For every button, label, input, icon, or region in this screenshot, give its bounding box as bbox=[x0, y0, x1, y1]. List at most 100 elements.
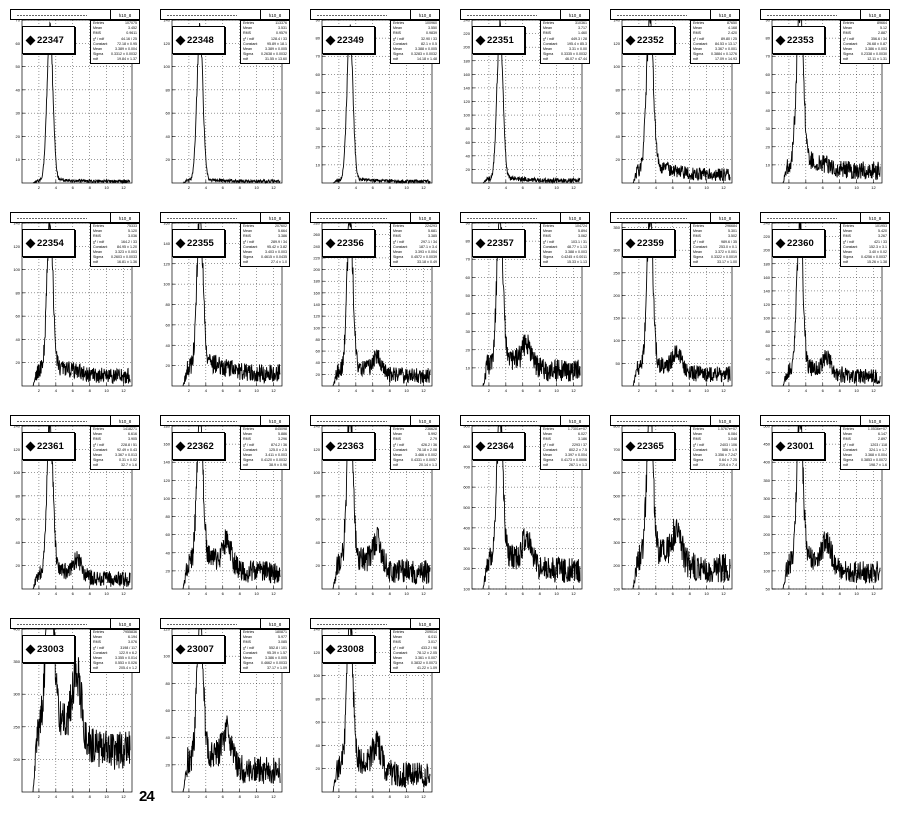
stats-row: RMS 2.887 bbox=[843, 31, 887, 36]
x-tick-label: 4 bbox=[655, 388, 658, 393]
stats-value: 37.17 ± 1.09 bbox=[267, 666, 287, 671]
y-tick-label: 90 bbox=[766, 18, 771, 23]
x-tick-label: 12 bbox=[571, 388, 576, 393]
stats-row: Constant 48.77 ± 1.13 bbox=[543, 245, 587, 250]
stats-row: RMS 3.385 bbox=[393, 234, 437, 239]
stats-key: χ² / ndf bbox=[843, 239, 855, 244]
x-tick-label: 12 bbox=[721, 591, 726, 596]
stats-key: Mean bbox=[93, 432, 102, 437]
run-number: 22363 bbox=[337, 440, 364, 452]
plot-frame bbox=[21, 628, 133, 793]
y-tick-label: 70 bbox=[16, 18, 21, 23]
stats-key: Constant bbox=[393, 41, 408, 46]
histogram-name: h10_8 bbox=[110, 415, 140, 426]
stats-value: 356.6 / 34 bbox=[871, 36, 887, 41]
y-tick-label: 200 bbox=[763, 248, 770, 253]
stats-value: 0.9579 bbox=[276, 31, 287, 36]
x-tick-label: 10 bbox=[254, 185, 259, 190]
y-tick-label: 100 bbox=[613, 64, 620, 69]
stats-key: Constant bbox=[243, 650, 258, 655]
stats-row: Mean 3.397 ± 0.004 bbox=[543, 453, 587, 458]
stats-key: Mean bbox=[693, 250, 702, 255]
stats-row: Entries 236628 bbox=[393, 427, 437, 432]
stats-row: Constant 78.18 ± 2.08 bbox=[393, 448, 437, 453]
run-label-box: 22353 bbox=[772, 26, 825, 54]
stats-value: 845098 bbox=[275, 427, 287, 431]
histogram-title-strip bbox=[10, 212, 110, 223]
stats-value: 449.3 / 28 bbox=[571, 36, 587, 41]
plot-frame bbox=[321, 19, 433, 184]
run-label-box: 22356 bbox=[322, 229, 375, 257]
y-tick-label: 70 bbox=[316, 54, 321, 59]
stats-row: Sigma 0.4572 ± 0.0039 bbox=[393, 255, 437, 260]
x-tick-label: 2 bbox=[38, 591, 41, 596]
diamond-marker-icon bbox=[775, 35, 786, 45]
x-tick-label: 12 bbox=[121, 794, 126, 799]
x-tick-label: 6 bbox=[72, 185, 75, 190]
stats-value: 15.33 ± 1.13 bbox=[567, 260, 587, 265]
stats-row: Mean 3.372 ± 0.001 bbox=[693, 250, 737, 255]
y-tick-label: 180 bbox=[763, 261, 770, 266]
stats-value: 5.992 bbox=[428, 432, 437, 437]
y-tick-label: 100 bbox=[313, 673, 320, 678]
run-label-box: 22361 bbox=[22, 432, 75, 460]
stats-key: ndf bbox=[843, 463, 848, 468]
stats-row: Mean 5.420 bbox=[843, 229, 887, 234]
y-tick-label: 80 bbox=[166, 514, 171, 519]
stats-key: Entries bbox=[543, 427, 555, 431]
stats-key: Mean bbox=[843, 229, 852, 234]
stats-value: 26.68 ± 0.87 bbox=[867, 41, 887, 46]
stats-key: Mean bbox=[393, 47, 402, 52]
stats-value: 14.18 ± 1.48 bbox=[417, 57, 437, 62]
stats-value: 17.09 ± 14.93 bbox=[715, 57, 737, 62]
x-tick-label: 10 bbox=[104, 591, 109, 596]
stats-row: ndf 33.18 ± 0.49 bbox=[393, 260, 437, 265]
stats-value: 3.085 bbox=[278, 640, 287, 645]
stats-key: Mean bbox=[543, 229, 552, 234]
histogram-name: h10_8 bbox=[860, 212, 890, 223]
stats-value: 0.4572 ± 0.0039 bbox=[411, 255, 437, 260]
histogram-plot: 2 4 6 8 10 12 200 250 300 350 400 bbox=[13, 627, 133, 799]
run-label-box: 22364 bbox=[472, 432, 525, 460]
plot-frame bbox=[321, 425, 433, 590]
stats-row: Entries 101953 bbox=[843, 224, 887, 229]
stats-row: Mean 4.168 bbox=[693, 26, 737, 31]
stats-key: Mean bbox=[93, 250, 102, 255]
stats-value: 15.26 ± 1.38 bbox=[867, 260, 887, 265]
y-tick-label: 700 bbox=[613, 447, 620, 452]
diamond-marker-icon bbox=[475, 441, 486, 451]
x-tick-label: 10 bbox=[404, 388, 409, 393]
stats-value: 0.4256 ± 0.0037 bbox=[861, 255, 887, 260]
title-scribble bbox=[317, 15, 387, 16]
histogram-series bbox=[632, 222, 731, 387]
histogram-name: h10_8 bbox=[410, 415, 440, 426]
stats-value: 92.49 ± 0.43 bbox=[117, 447, 137, 452]
stats-key: Mean bbox=[843, 47, 852, 52]
stats-key: Constant bbox=[93, 650, 108, 655]
stats-value: 195.4 ± 85.3 bbox=[567, 41, 587, 46]
x-tick-label: 8 bbox=[389, 185, 392, 190]
y-tick-label: 80 bbox=[616, 87, 621, 92]
stats-row: Mean 3.393 ± 0.004 bbox=[393, 250, 437, 255]
x-tick-label: 12 bbox=[721, 185, 726, 190]
stats-value: 3.502 bbox=[728, 234, 737, 239]
stats-key: RMS bbox=[693, 234, 701, 239]
stats-row: RMS 2.897 bbox=[843, 437, 887, 442]
y-tick-label: 40 bbox=[166, 550, 171, 555]
y-tick-label: 40 bbox=[166, 134, 171, 139]
stats-row: χ² / ndf 89.80 / 25 bbox=[693, 37, 737, 42]
stats-row: Entries 1418271 bbox=[93, 427, 137, 432]
y-tick-label: 200 bbox=[313, 267, 320, 272]
stats-value: 0.9611 bbox=[126, 31, 137, 36]
stats-value: 0.4120 ± 0.0032 bbox=[261, 458, 287, 463]
y-tick-label: 120 bbox=[163, 41, 170, 46]
plot-frame bbox=[171, 19, 283, 184]
stats-value: 2.79 bbox=[430, 437, 437, 442]
stats-value: 324.1 ± 1.7 bbox=[869, 447, 887, 452]
stats-key: Mean bbox=[93, 656, 102, 661]
stats-key: RMS bbox=[843, 437, 851, 442]
stats-box: Entries 100960 Mean 3.550 RMS 0.9839 χ² / ndf 3… bbox=[390, 20, 440, 64]
stats-row: ndf 15.33 ± 1.13 bbox=[543, 260, 587, 265]
stats-row: Mean 6.194 bbox=[93, 635, 137, 640]
histogram-panel-22353: 2 4 6 8 10 12 10 20 30 40 50 60 70 80 90 h10_8 Entries 89… bbox=[760, 8, 890, 190]
